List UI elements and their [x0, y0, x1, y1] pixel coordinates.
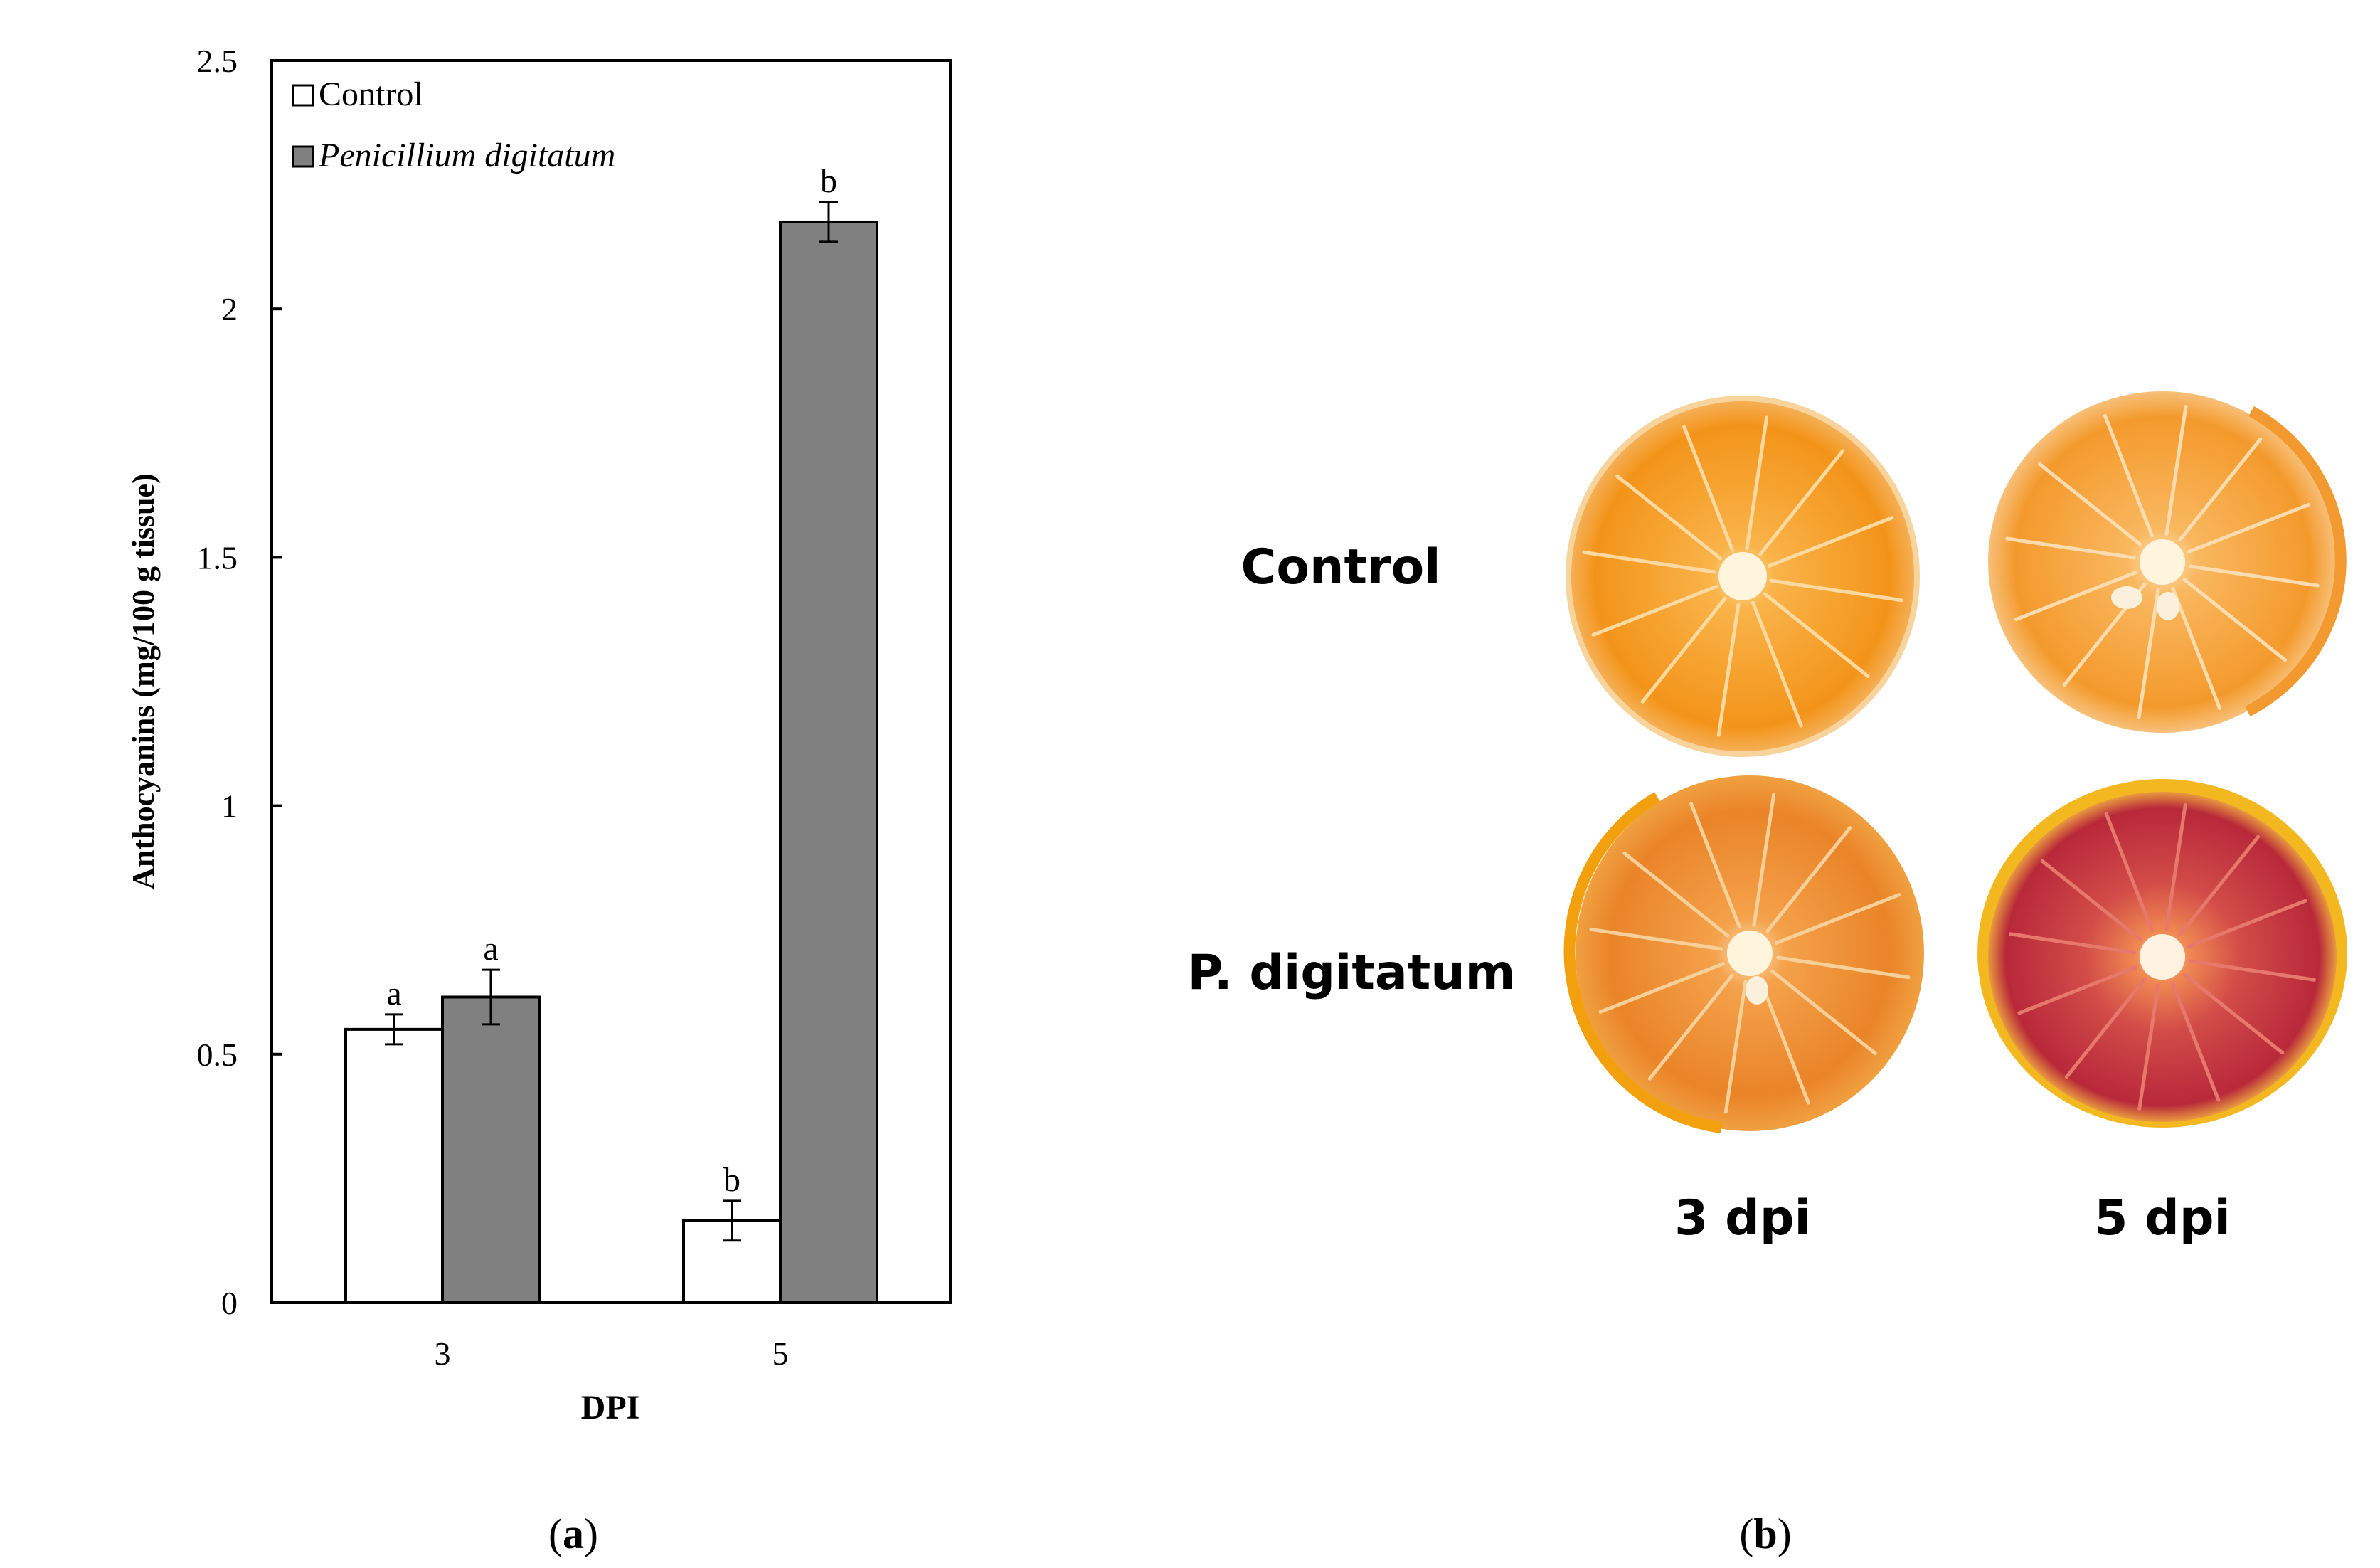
segment-line: [1723, 980, 1748, 1114]
panel-label-b: (b): [1739, 1510, 1791, 1557]
segment-line: [1716, 603, 1741, 737]
x-tick-label: 5: [772, 1335, 789, 1372]
segment-line: [2189, 959, 2317, 982]
segment-line: [1769, 578, 1903, 603]
segment-line: [1767, 516, 1894, 568]
segment-line: [2182, 578, 2288, 662]
segment-line: [1751, 600, 1803, 728]
y-tick-label: 0.5: [197, 1037, 238, 1073]
segment-line: [1582, 550, 1716, 574]
x-axis-label: DPI: [581, 1389, 640, 1426]
panel-letter-b: b: [1753, 1510, 1777, 1557]
bar: [779, 220, 878, 1305]
segment-line: [1752, 793, 1776, 927]
segment-line: [1622, 851, 1730, 938]
segment-line: [1591, 585, 1718, 637]
segment-line: [1615, 474, 1723, 561]
y-tick-label: 0: [221, 1285, 238, 1321]
segment-line: [1765, 826, 1852, 933]
panel-letter-a: a: [563, 1510, 584, 1557]
significance-letter: a: [386, 975, 401, 1012]
legend-swatch-control: [292, 84, 314, 107]
segment-line: [1758, 978, 1810, 1105]
row-label-pdigitatum: P. digitatum: [1188, 945, 1516, 1001]
y-tick-label: 1: [221, 788, 238, 825]
segment-line: [2164, 405, 2188, 536]
segment-line: [2104, 812, 2154, 933]
segment-line: [2182, 973, 2285, 1055]
segment-line: [1689, 802, 1741, 929]
segment-line: [1589, 927, 1723, 951]
column-label-3dpi: 3 dpi: [1674, 1190, 1811, 1246]
segment-line: [2103, 413, 2154, 538]
segment-line: [2171, 981, 2221, 1102]
segment-line: [1682, 425, 1734, 552]
panel-label-a: (a): [548, 1510, 598, 1557]
segment-line: [1776, 955, 1911, 980]
legend-label-control: Control: [319, 75, 423, 113]
segment-line: [2064, 977, 2147, 1079]
legend: Control Penicillium digitatum: [292, 75, 615, 174]
segment-line: [2005, 536, 2136, 560]
orange-pdigitatum-5dpi: [1977, 779, 2347, 1128]
segment-line: [2164, 802, 2187, 931]
y-axis: 0 0.5 1 1.5 2 2.5: [197, 43, 282, 1321]
significance-letter: b: [820, 162, 837, 200]
segment-line: [2187, 899, 2307, 948]
segment-line: [2040, 859, 2142, 941]
segment-line: [1647, 973, 1734, 1081]
legend-label-pdigitatum: Penicillium digitatum: [318, 137, 615, 174]
orange-pdigitatum-3dpi: [1563, 775, 1924, 1133]
segment-line: [1770, 969, 1877, 1056]
y-tick-label: 2.5: [197, 43, 238, 79]
segment-line: [2008, 932, 2136, 955]
bar: [344, 1027, 444, 1304]
segment-line: [1774, 893, 1901, 945]
y-tick-label: 1.5: [197, 539, 238, 576]
segment-line: [1640, 596, 1727, 704]
bar: [441, 995, 541, 1304]
segment-line: [2178, 835, 2261, 937]
significance-letter: a: [483, 930, 498, 968]
segment-line: [1745, 415, 1769, 550]
segment-line: [2037, 462, 2142, 546]
segment-line: [2017, 965, 2138, 1015]
orange-control-5dpi: [1988, 391, 2347, 733]
segment-line: [1763, 592, 1870, 679]
x-tick-label: 3: [435, 1335, 451, 1372]
segment-line: [2189, 564, 2320, 588]
column-label-5dpi: 5 dpi: [2094, 1190, 2231, 1246]
segment-line: [2178, 437, 2263, 542]
segment-line: [2014, 571, 2138, 622]
photo-panel: Control P. digitatum: [1188, 391, 2347, 1246]
segment-line: [2187, 502, 2311, 553]
segment-line: [2171, 586, 2222, 711]
orange-control-3dpi: [1566, 396, 1920, 757]
legend-swatch-pdigitatum: [292, 145, 314, 168]
row-label-control: Control: [1241, 539, 1440, 595]
y-axis-label: Anthocyanins (mg/100 g tissue): [126, 473, 161, 890]
significance-letter: b: [723, 1161, 740, 1199]
segment-line: [2137, 588, 2160, 719]
segment-line: [1598, 962, 1726, 1014]
y-tick-label: 2: [221, 291, 238, 327]
bar-series: a b a b: [344, 162, 878, 1305]
segment-line: [1758, 449, 1845, 556]
segment-line: [2137, 983, 2160, 1111]
